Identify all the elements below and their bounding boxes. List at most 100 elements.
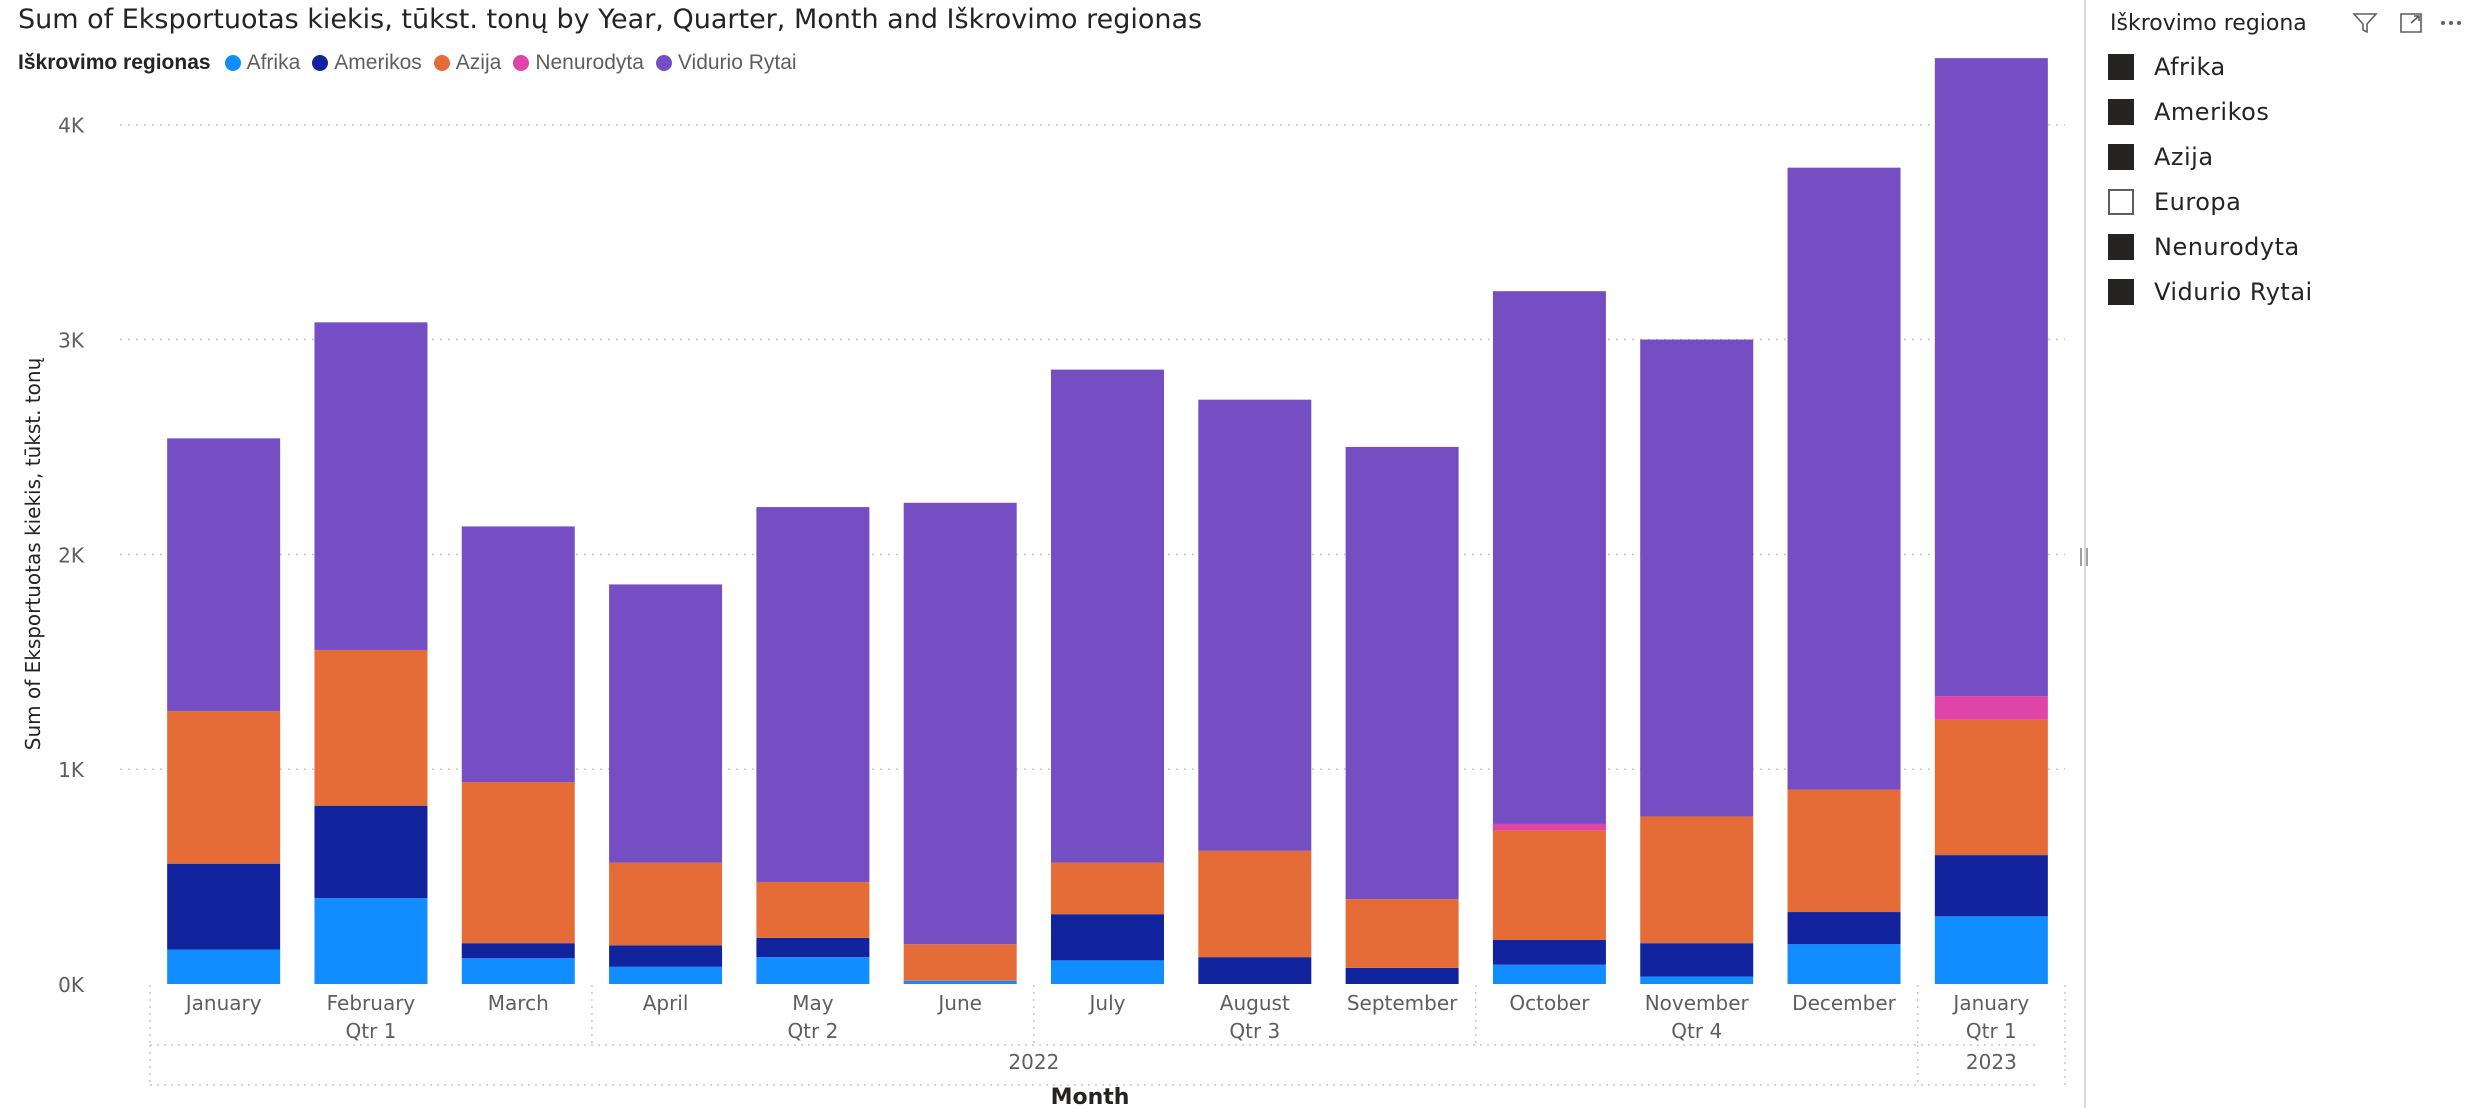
bar-vidurio-rytai-6[interactable]	[1051, 369, 1164, 863]
slicer-item-amerikos[interactable]: Amerikos	[2108, 89, 2313, 134]
bar-amerikos-2[interactable]	[461, 943, 575, 959]
bar-vidurio-rytai-0[interactable]	[167, 438, 281, 712]
bar-amerikos-10[interactable]	[1640, 943, 1754, 977]
bar-afrika-2[interactable]	[461, 958, 575, 984]
legend-dot	[655, 55, 672, 71]
bar-afrika-0[interactable]	[167, 949, 281, 984]
chart-legend: Iškrovimo regionas Afrika Amerikos Azija Ne…	[18, 48, 809, 78]
slicer-checkbox[interactable]	[2108, 53, 2134, 80]
quarter-label: Qtr 1	[1966, 1019, 2017, 1043]
legend-dot	[224, 55, 241, 71]
bar-vidurio-rytai-8[interactable]	[1345, 446, 1459, 900]
bar-amerikos-4[interactable]	[756, 937, 870, 958]
y-tick-label: 3K	[58, 329, 85, 353]
bar-azija-8[interactable]	[1345, 899, 1459, 968]
legend-item-afrika[interactable]: Afrika	[224, 51, 300, 75]
bar-amerikos-1[interactable]	[314, 805, 428, 899]
bar-nenurodyta-12[interactable]	[1934, 696, 2048, 720]
slicer-item-afrika[interactable]: Afrika	[2108, 44, 2313, 89]
bar-azija-6[interactable]	[1051, 862, 1164, 915]
slicer-item-azija[interactable]: Azija	[2108, 134, 2313, 179]
bar-azija-7[interactable]	[1198, 850, 1312, 958]
bar-vidurio-rytai-3[interactable]	[609, 584, 723, 863]
legend-title: Iškrovimo regionas	[18, 51, 211, 74]
slicer-item-label: Amerikos	[2154, 97, 2270, 126]
bar-amerikos-7[interactable]	[1198, 957, 1312, 984]
bar-azija-12[interactable]	[1934, 719, 2048, 856]
x-tick-label: January	[184, 991, 262, 1015]
year-label: 2023	[1966, 1050, 2017, 1074]
chart-plot: 0K 1K 2K 3K 4K January February March April May Ju…	[21, 58, 2066, 1108]
filter-icon[interactable]	[2350, 10, 2380, 36]
bar-azija-11[interactable]	[1787, 789, 1901, 913]
x-tick-label: October	[1509, 991, 1590, 1015]
focus-mode-icon[interactable]	[2396, 10, 2426, 36]
slicer-checkbox[interactable]	[2108, 278, 2134, 305]
bar-azija-4[interactable]	[756, 881, 870, 938]
bar-vidurio-rytai-9[interactable]	[1492, 291, 1606, 824]
bar-amerikos-11[interactable]	[1787, 912, 1901, 945]
bar-afrika-4[interactable]	[756, 957, 870, 984]
x-tick-label: March	[488, 991, 549, 1015]
bar-afrika-5[interactable]	[903, 980, 1017, 984]
bar-vidurio-rytai-12[interactable]	[1934, 58, 2048, 697]
legend-dot	[433, 55, 450, 71]
legend-dot	[312, 55, 329, 71]
bar-afrika-12[interactable]	[1934, 916, 2048, 984]
bar-vidurio-rytai-10[interactable]	[1640, 339, 1754, 817]
slicer-item-label: Europa	[2154, 187, 2242, 216]
legend-label: Vidurio Rytai	[677, 51, 797, 74]
bar-amerikos-6[interactable]	[1051, 914, 1164, 961]
bar-azija-3[interactable]	[609, 862, 723, 946]
slicer-item-vidurio-rytai[interactable]: Vidurio Rytai	[2108, 269, 2313, 314]
year-label: 2022	[1008, 1050, 1059, 1074]
bar-amerikos-8[interactable]	[1345, 967, 1459, 984]
region-slicer: Iškrovimo regiona Afrika Amerikos Azija Eur…	[2108, 0, 2468, 1108]
legend-item-amerikos[interactable]: Amerikos	[312, 51, 422, 75]
resize-handle[interactable]	[2080, 548, 2088, 566]
bar-vidurio-rytai-7[interactable]	[1198, 399, 1312, 851]
bar-afrika-1[interactable]	[314, 898, 428, 984]
slicer-item-nenurodyta[interactable]: Nenurodyta	[2108, 224, 2313, 269]
bar-azija-5[interactable]	[903, 944, 1017, 981]
bar-afrika-11[interactable]	[1787, 944, 1901, 984]
legend-item-azija[interactable]: Azija	[433, 51, 501, 75]
slicer-checkbox[interactable]	[2108, 143, 2134, 170]
bar-vidurio-rytai-4[interactable]	[756, 507, 870, 882]
bar-afrika-3[interactable]	[609, 966, 723, 984]
x-tick-label: November	[1645, 991, 1750, 1015]
slicer-item-label: Nenurodyta	[2154, 232, 2300, 261]
bar-vidurio-rytai-2[interactable]	[461, 526, 575, 783]
bar-vidurio-rytai-1[interactable]	[314, 322, 428, 650]
slicer-checkbox[interactable]	[2108, 188, 2134, 215]
bar-amerikos-0[interactable]	[167, 863, 281, 950]
bar-azija-2[interactable]	[461, 782, 575, 944]
legend-item-vidurio-rytai[interactable]: Vidurio Rytai	[655, 51, 797, 75]
y-tick-label: 2K	[58, 543, 85, 567]
bar-amerikos-3[interactable]	[609, 945, 723, 967]
bar-nenurodyta-9[interactable]	[1492, 823, 1606, 831]
x-tick-label: September	[1347, 991, 1458, 1015]
slicer-item-europa[interactable]: Europa	[2108, 179, 2313, 224]
slicer-checkbox[interactable]	[2108, 98, 2134, 125]
bar-afrika-10[interactable]	[1640, 976, 1754, 984]
more-options-icon[interactable]	[2436, 10, 2466, 36]
bar-amerikos-9[interactable]	[1492, 939, 1606, 965]
bar-azija-1[interactable]	[314, 649, 428, 806]
legend-item-nenurodyta[interactable]: Nenurodyta	[513, 51, 644, 75]
slicer-checkbox[interactable]	[2108, 233, 2134, 260]
bar-azija-9[interactable]	[1492, 830, 1606, 940]
bar-azija-0[interactable]	[167, 711, 281, 864]
x-tick-label: April	[643, 991, 689, 1015]
bar-afrika-9[interactable]	[1492, 964, 1606, 984]
x-tick-label: May	[792, 991, 834, 1015]
slicer-title: Iškrovimo regiona	[2110, 10, 2307, 36]
bar-vidurio-rytai-11[interactable]	[1787, 167, 1901, 790]
bar-azija-10[interactable]	[1640, 816, 1754, 944]
bar-afrika-6[interactable]	[1051, 960, 1164, 984]
x-tick-label: December	[1792, 991, 1896, 1015]
bar-vidurio-rytai-5[interactable]	[903, 502, 1017, 945]
bar-amerikos-12[interactable]	[1934, 855, 2048, 917]
quarter-label: Qtr 4	[1671, 1019, 1722, 1043]
y-tick-label: 0K	[58, 973, 85, 997]
